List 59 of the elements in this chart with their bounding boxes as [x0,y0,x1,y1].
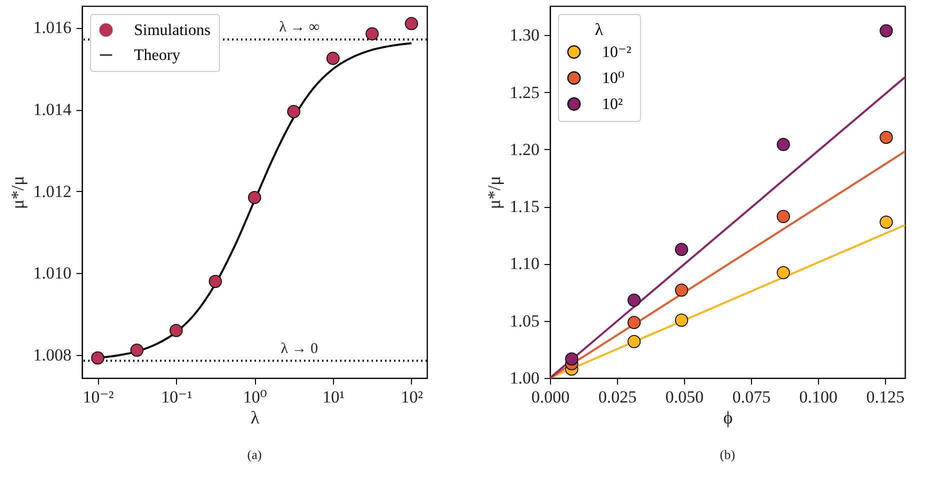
point [628,294,641,307]
ref-line-label: λ → 0 [280,340,318,357]
point [880,216,893,229]
x-tick-label: 0.050 [665,388,704,406]
y-tick-label: 1.30 [510,26,540,45]
legend-label: 10² [602,96,623,113]
point [248,190,262,204]
y-tick-label: 1.012 [33,182,72,201]
text: (a) [247,447,262,462]
point [287,105,300,118]
point [404,17,418,30]
y-tick-label: 1.20 [510,140,540,159]
y-tick-label: 1.014 [33,100,72,120]
text: (b) [720,447,736,462]
point [130,344,144,357]
y-tick-label: 1.008 [33,346,72,365]
legend-label: Simulations [134,22,210,39]
y-tick-label: 1.05 [510,311,540,330]
legend-title: λ [594,20,604,39]
point [880,24,893,38]
x-tick-label: 0.000 [531,388,570,406]
x-tick-label: 10⁻² [82,388,114,406]
x-axis-title: λ [250,408,260,428]
point [674,314,688,327]
point [366,27,379,40]
point [776,210,790,224]
point [880,130,893,144]
legend-label: 10⁰ [602,70,624,87]
point [776,266,790,280]
y-axis-title: μ*/μ [484,176,504,210]
point [170,324,183,338]
x-tick-label: 10⁻¹ [161,388,192,406]
point [674,284,688,297]
x-axis-title: ϕ [723,408,733,428]
point [674,242,688,256]
point [628,334,641,348]
point [628,316,641,330]
y-tick-label: 1.10 [510,254,540,274]
legend-label: Theory [134,47,180,64]
point [326,52,340,65]
y-tick-label: 1.00 [510,368,540,388]
point [91,351,104,365]
y-tick-label: 1.016 [33,18,72,38]
x-tick-label: 10¹ [322,388,345,406]
y-tick-label: 1.15 [510,197,540,216]
point [776,138,790,152]
x-tick-label: 0.025 [598,388,637,406]
y-tick-label: 1.25 [510,82,540,102]
legend-label: 10⁻² [602,44,632,61]
ref-line-label: λ → ∞ [279,20,320,36]
x-tick-label: 0.100 [799,388,838,406]
x-tick-label: 0.125 [866,388,905,406]
point [208,274,222,288]
x-tick-label: 10² [400,388,423,406]
x-tick-label: 10⁰ [243,388,268,406]
point [565,352,578,366]
y-axis-title: μ*/μ [7,176,28,210]
x-tick-label: 0.075 [732,388,771,406]
y-tick-label: 1.010 [33,264,72,283]
